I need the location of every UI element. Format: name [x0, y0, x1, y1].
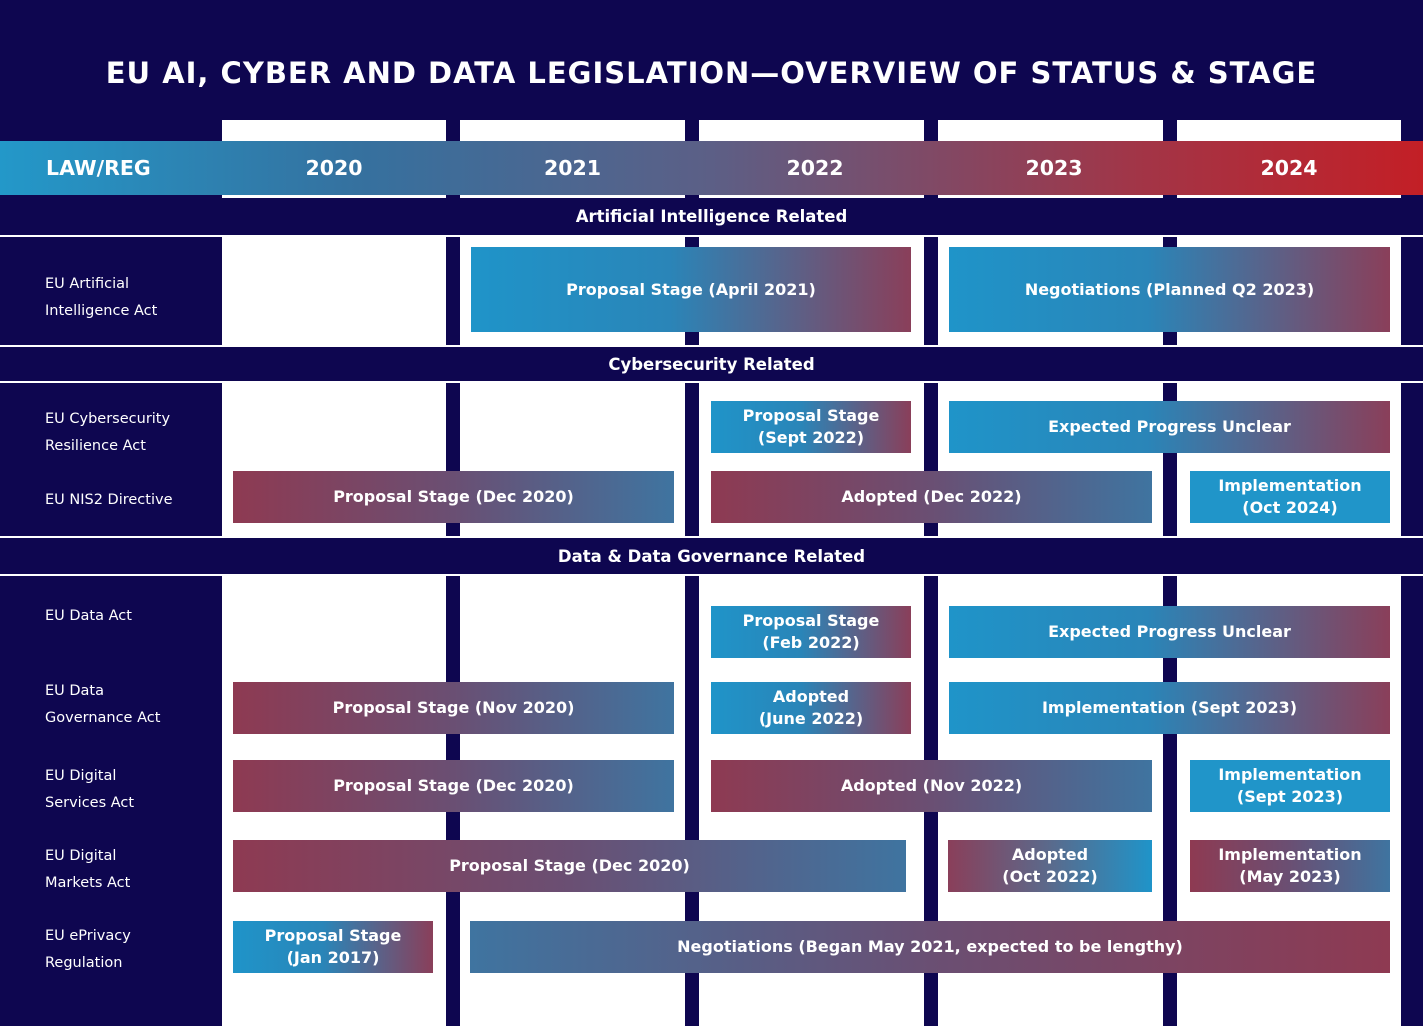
bar-eprivacy-proposal-line2: (Jan 2017): [286, 948, 380, 967]
section-ai: Artificial Intelligence Related: [0, 198, 1423, 237]
bar-dma-impl-line1: Implementation: [1218, 845, 1362, 864]
law-dga-line1: EU Data: [45, 683, 105, 699]
bar-dsa-impl-line1: Implementation: [1218, 765, 1362, 784]
bar-dsa-impl-line2: (Sept 2023): [1236, 787, 1344, 806]
law-ai-act-line1: EU Artificial: [45, 276, 130, 292]
bar-nis2-proposal: Proposal Stage (Dec 2020): [233, 471, 674, 523]
bar-dsa-adopted: Adopted (Nov 2022): [711, 760, 1152, 812]
law-ai-act: EU Artificial Intelligence Act: [45, 271, 215, 325]
bar-dataact-proposal-line1: Proposal Stage: [742, 611, 880, 630]
law-dsa-line2: Services Act: [45, 795, 135, 811]
header-year-2024: 2024: [1260, 156, 1318, 180]
bar-dma-adopted: Adopted (Oct 2022): [948, 840, 1152, 892]
bar-dma-impl-line2: (May 2023): [1239, 867, 1341, 886]
bar-dataact-unclear: Expected Progress Unclear: [949, 606, 1390, 658]
bar-cra-proposal: Proposal Stage (Sept 2022): [711, 401, 911, 453]
bar-eprivacy-negotiations-text: Negotiations (Began May 2021, expected t…: [677, 937, 1183, 956]
law-data-act-line1: EU Data Act: [45, 608, 132, 624]
bar-ai-negotiations-text: Negotiations (Planned Q2 2023): [1024, 279, 1315, 299]
bar-dga-proposal: Proposal Stage (Nov 2020): [233, 682, 674, 734]
bar-dsa-implementation: Implementation (Sept 2023): [1190, 760, 1390, 812]
bar-ai-proposal-text: Proposal Stage (April 2021): [566, 279, 816, 299]
law-digital-markets-act: EU Digital Markets Act: [45, 843, 215, 897]
bar-dma-proposal: Proposal Stage (Dec 2020): [233, 840, 906, 892]
bar-cra-unclear: Expected Progress Unclear: [949, 401, 1390, 453]
bar-dga-implementation: Implementation (Sept 2023): [949, 682, 1390, 734]
header-year-2023: 2023: [1025, 156, 1083, 180]
law-nis2-directive: EU NIS2 Directive: [45, 487, 215, 514]
header-bar: [0, 141, 1423, 195]
law-eprivacy-line2: Regulation: [45, 955, 123, 971]
bar-nis2-adopted-text: Adopted (Dec 2022): [841, 487, 1022, 506]
law-eprivacy-line1: EU ePrivacy: [45, 928, 131, 944]
section-cyber: Cybersecurity Related: [0, 345, 1423, 383]
bar-ai-proposal: Proposal Stage (April 2021): [471, 247, 911, 332]
bar-cra-proposal-line1: Proposal Stage: [742, 406, 880, 425]
bar-dma-adopted-line1: Adopted: [1011, 845, 1089, 864]
bar-dsa-proposal: Proposal Stage (Dec 2020): [233, 760, 674, 812]
bar-dataact-unclear-text: Expected Progress Unclear: [1048, 622, 1291, 641]
header-year-2020: 2020: [305, 156, 363, 180]
bar-dga-adopted: Adopted (June 2022): [711, 682, 911, 734]
law-dsa-line1: EU Digital: [45, 768, 117, 784]
bar-ai-negotiations: Negotiations (Planned Q2 2023): [949, 247, 1390, 332]
bar-cra-proposal-line2: (Sept 2022): [757, 428, 865, 447]
bar-dga-adopted-line2: (June 2022): [758, 709, 864, 728]
bar-nis2-proposal-text: Proposal Stage (Dec 2020): [333, 487, 574, 506]
bar-nis2-impl-line1: Implementation: [1218, 476, 1362, 495]
law-nis2-line1: EU NIS2 Directive: [45, 492, 173, 508]
law-dma-line2: Markets Act: [45, 875, 131, 891]
law-dma-line1: EU Digital: [45, 848, 117, 864]
header-year-2022: 2022: [786, 156, 844, 180]
bar-dataact-proposal: Proposal Stage (Feb 2022): [711, 606, 911, 658]
bar-eprivacy-proposal: Proposal Stage (Jan 2017): [233, 921, 433, 973]
bar-dma-proposal-text: Proposal Stage (Dec 2020): [449, 856, 690, 875]
bar-eprivacy-negotiations: Negotiations (Began May 2021, expected t…: [470, 921, 1390, 973]
header-year-2021: 2021: [543, 156, 602, 180]
bar-nis2-adopted: Adopted (Dec 2022): [711, 471, 1152, 523]
page-title: EU AI, CYBER AND DATA LEGISLATION—OVERVI…: [105, 56, 1318, 90]
law-cra-line2: Resilience Act: [45, 438, 146, 454]
bar-dga-impl-text: Implementation (Sept 2023): [1041, 698, 1298, 717]
law-cyber-resilience-act: EU Cybersecurity Resilience Act: [45, 406, 215, 460]
bar-dga-proposal-text: Proposal Stage (Nov 2020): [332, 698, 575, 717]
bar-dsa-proposal-text: Proposal Stage (Dec 2020): [333, 776, 574, 795]
law-digital-services-act: EU Digital Services Act: [45, 763, 215, 817]
bar-dma-implementation: Implementation (May 2023): [1190, 840, 1390, 892]
bar-dga-adopted-line1: Adopted: [772, 687, 850, 706]
bar-nis2-implementation: Implementation (Oct 2024): [1190, 471, 1390, 523]
bar-dma-adopted-line2: (Oct 2022): [1002, 867, 1098, 886]
header-law-reg: LAW/REG: [46, 156, 151, 180]
bar-dsa-adopted-text: Adopted (Nov 2022): [840, 776, 1023, 795]
section-data: Data & Data Governance Related: [0, 536, 1423, 576]
law-dga-line2: Governance Act: [45, 710, 161, 726]
law-eprivacy-regulation: EU ePrivacy Regulation: [45, 923, 215, 977]
law-cra-line1: EU Cybersecurity: [45, 411, 171, 427]
bar-eprivacy-proposal-line1: Proposal Stage: [264, 926, 402, 945]
bar-cra-unclear-text: Expected Progress Unclear: [1048, 417, 1291, 436]
bar-dataact-proposal-line2: (Feb 2022): [762, 633, 860, 652]
law-data-governance-act: EU Data Governance Act: [45, 678, 215, 732]
law-data-act: EU Data Act: [45, 603, 215, 630]
law-ai-act-line2: Intelligence Act: [45, 303, 158, 319]
bar-nis2-impl-line2: (Oct 2024): [1242, 498, 1338, 517]
